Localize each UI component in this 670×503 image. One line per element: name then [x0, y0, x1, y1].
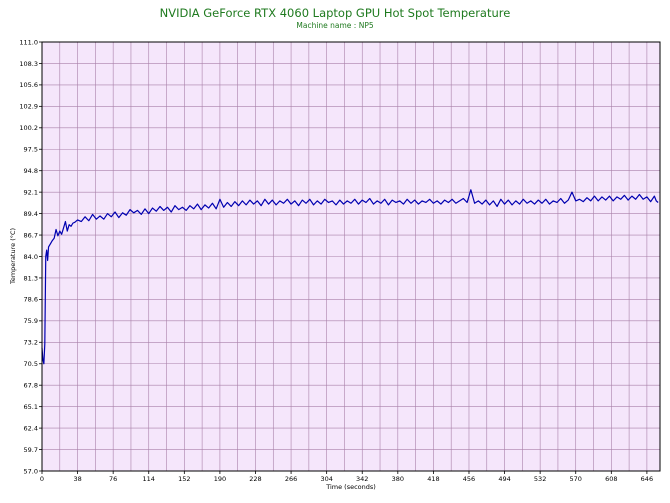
x-tick-label: 532 [534, 475, 546, 483]
y-tick-label: 86.7 [24, 231, 38, 239]
x-tick-label: 304 [320, 475, 332, 483]
x-tick-label: 190 [214, 475, 226, 483]
x-tick-label: 228 [249, 475, 261, 483]
grid-lines [41, 41, 660, 472]
y-tick-label: 57.0 [24, 467, 38, 475]
y-tick-label: 97.5 [24, 146, 38, 154]
y-tick-label: 62.4 [24, 424, 38, 432]
y-tick-label: 81.3 [24, 274, 38, 282]
y-tick-label: 59.7 [24, 446, 38, 454]
x-tick-label: 76 [109, 475, 117, 483]
y-tick-label: 105.6 [19, 81, 38, 89]
x-tick-label: 456 [463, 475, 475, 483]
y-tick-label: 73.2 [24, 339, 38, 347]
x-axis-title: Time (seconds) [325, 483, 376, 491]
y-tick-label: 108.3 [19, 60, 38, 68]
x-tick-label: 608 [605, 475, 617, 483]
x-axis-ticks: 0 38 76 114 152 190 228 266 304 342 380 418 456 494 53… [40, 471, 653, 483]
series-layer [41, 189, 659, 365]
x-tick-label: 114 [143, 475, 155, 483]
x-tick-label: 342 [356, 475, 368, 483]
y-axis-title: Temperature (°C) [9, 228, 17, 285]
y-tick-label: 75.9 [24, 317, 38, 325]
x-tick-label: 570 [570, 475, 582, 483]
y-tick-label: 100.2 [19, 124, 38, 132]
y-tick-label: 70.5 [24, 360, 38, 368]
x-tick-label: 494 [498, 475, 510, 483]
y-tick-label: 78.6 [24, 296, 38, 304]
y-tick-label: 111.0 [19, 38, 38, 46]
y-tick-label: 94.8 [24, 167, 38, 175]
y-tick-label: 102.9 [19, 103, 38, 111]
x-tick-label: 646 [641, 475, 653, 483]
chart-title: NVIDIA GeForce RTX 4060 Laptop GPU Hot S… [159, 6, 511, 20]
x-tick-label: 152 [178, 475, 190, 483]
y-tick-label: 84.0 [24, 253, 38, 261]
chart-subtitle: Machine name : NP5 [296, 21, 374, 30]
y-axis-ticks: 57.0 59.7 62.4 65.1 67.8 70.5 73.2 75.9 78.6 81.3… [19, 38, 42, 475]
y-tick-label: 67.8 [24, 382, 38, 390]
x-tick-label: 418 [427, 475, 439, 483]
y-tick-label: 89.4 [24, 210, 38, 218]
x-tick-label: 0 [40, 475, 44, 483]
x-tick-label: 266 [285, 475, 297, 483]
x-tick-label: 38 [73, 475, 81, 483]
y-tick-label: 65.1 [24, 403, 38, 411]
y-tick-label: 92.1 [24, 188, 38, 196]
temperature-series-line [41, 189, 659, 365]
x-tick-label: 380 [392, 475, 404, 483]
